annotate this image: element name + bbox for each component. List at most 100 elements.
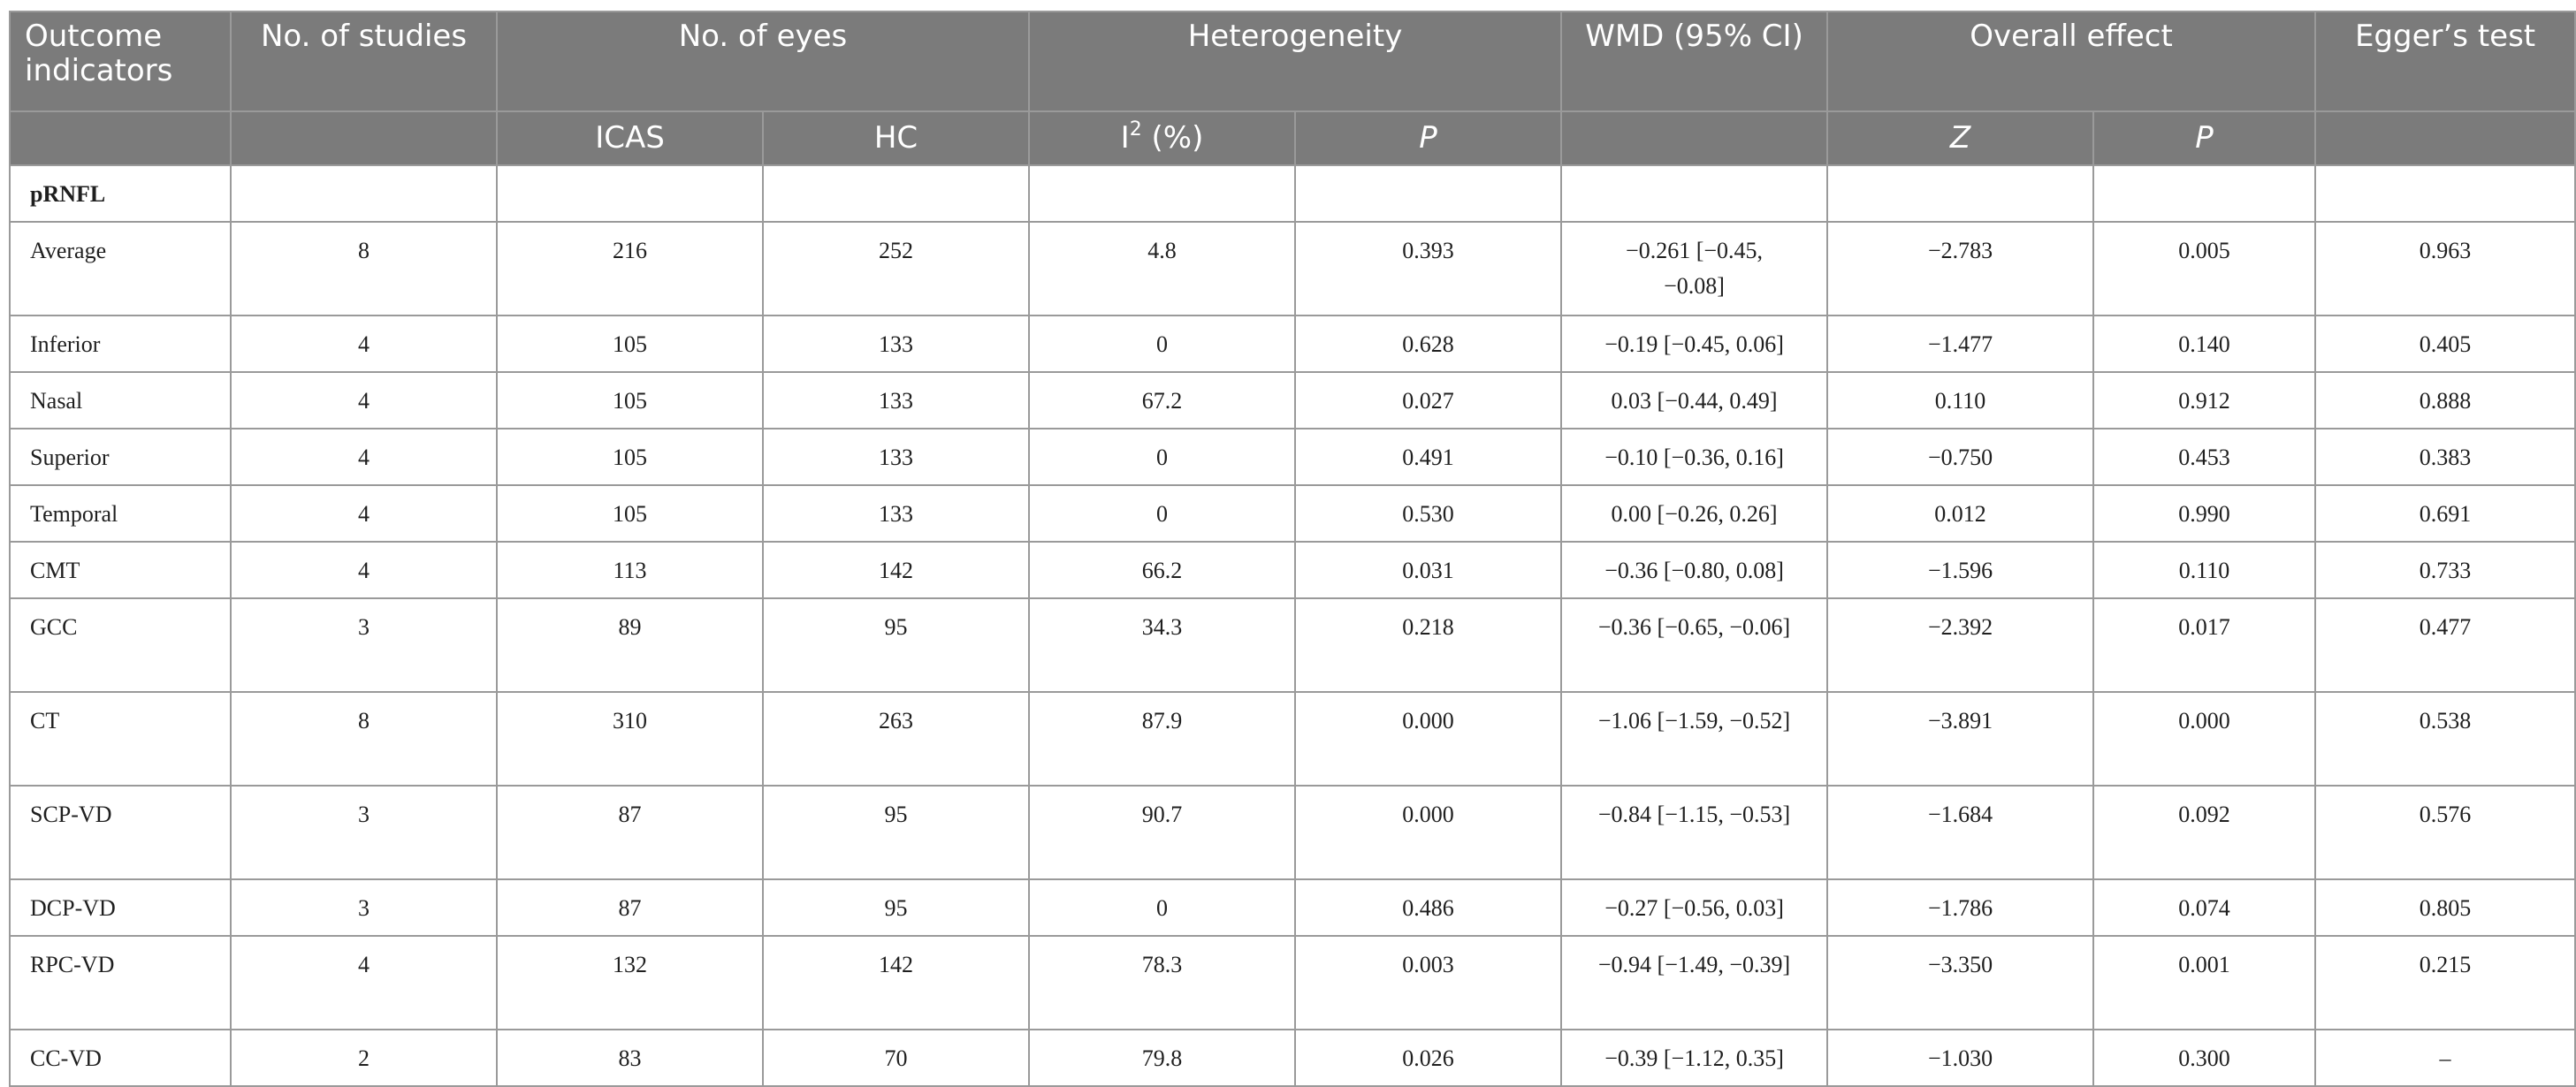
cell-wmd: −0.19 [−0.45, 0.06] (1560, 315, 1829, 373)
cell-egger: 0.888 (2314, 371, 2576, 429)
cell-hc: 70 (761, 1029, 1031, 1087)
header-heterogeneity: Heterogeneity (1028, 11, 1563, 112)
cell-p-het: 0.486 (1294, 878, 1563, 937)
cell-icas: 310 (496, 691, 764, 787)
header-outcome-indicators: Outcome indicators (9, 11, 232, 112)
cell-hc: 95 (761, 785, 1031, 880)
cell-hc: 142 (761, 541, 1031, 599)
table-row: SCP-VD 3 87 95 90.7 0.000 −0.84 [−1.15, … (9, 785, 2576, 880)
cell-wmd: −0.36 [−0.80, 0.08] (1560, 541, 1829, 599)
cell-hc: 263 (761, 691, 1031, 787)
header-row-group: Outcome indicators No. of studies No. of… (9, 11, 2576, 112)
empty-cell (230, 164, 498, 223)
cell-p-overall: 0.990 (2092, 484, 2317, 543)
cell-z: −0.750 (1826, 428, 2095, 486)
cell-egger: 0.805 (2314, 878, 2576, 937)
cell-studies: 8 (230, 221, 498, 316)
header-i2-unit: (%) (1141, 120, 1204, 156)
cell-p-het: 0.000 (1294, 785, 1563, 880)
cell-egger: 0.405 (2314, 315, 2576, 373)
empty-cell (2314, 164, 2576, 223)
cell-p-het: 0.031 (1294, 541, 1563, 599)
cell-i2: 67.2 (1028, 371, 1297, 429)
cell-p-overall: 0.074 (2092, 878, 2317, 937)
cell-wmd: −1.06 [−1.59, −0.52] (1560, 691, 1829, 787)
cell-p-het: 0.003 (1294, 935, 1563, 1030)
cell-indicator: CT (9, 691, 232, 787)
cell-i2: 66.2 (1028, 541, 1297, 599)
cell-icas: 89 (496, 597, 764, 693)
cell-i2: 0 (1028, 315, 1297, 373)
cell-z: −1.596 (1826, 541, 2095, 599)
header-icas: ICAS (496, 110, 764, 166)
empty-cell (1028, 164, 1297, 223)
cell-z: −2.783 (1826, 221, 2095, 316)
cell-i2: 0 (1028, 428, 1297, 486)
cell-wmd: −0.27 [−0.56, 0.03] (1560, 878, 1829, 937)
cell-egger: 0.691 (2314, 484, 2576, 543)
cell-p-overall: 0.453 (2092, 428, 2317, 486)
cell-egger: 0.733 (2314, 541, 2576, 599)
cell-indicator: Temporal (9, 484, 232, 543)
cell-p-het: 0.026 (1294, 1029, 1563, 1087)
cell-studies: 4 (230, 371, 498, 429)
cell-studies: 3 (230, 785, 498, 880)
cell-studies: 4 (230, 315, 498, 373)
cell-studies: 4 (230, 935, 498, 1030)
cell-i2: 78.3 (1028, 935, 1297, 1030)
header-p-overall-label: P (2195, 120, 2214, 156)
cell-p-overall: 0.140 (2092, 315, 2317, 373)
cell-p-het: 0.393 (1294, 221, 1563, 316)
cell-hc: 95 (761, 597, 1031, 693)
cell-icas: 87 (496, 785, 764, 880)
cell-egger: 0.576 (2314, 785, 2576, 880)
table-row: Average 8 216 252 4.8 0.393 −0.261 [−0.4… (9, 221, 2576, 316)
cell-egger: 0.477 (2314, 597, 2576, 693)
cell-i2: 79.8 (1028, 1029, 1297, 1087)
cell-studies: 3 (230, 878, 498, 937)
header-p-overall: P (2092, 110, 2317, 166)
table-row: Nasal 4 105 133 67.2 0.027 0.03 [−0.44, … (9, 371, 2576, 429)
cell-icas: 113 (496, 541, 764, 599)
cell-wmd: −0.84 [−1.15, −0.53] (1560, 785, 1829, 880)
cell-hc: 142 (761, 935, 1031, 1030)
cell-studies: 3 (230, 597, 498, 693)
cell-studies: 2 (230, 1029, 498, 1087)
header-no-of-studies: No. of studies (230, 11, 498, 112)
cell-indicator: GCC (9, 597, 232, 693)
empty-cell (761, 164, 1031, 223)
cell-p-overall: 0.001 (2092, 935, 2317, 1030)
cell-studies: 8 (230, 691, 498, 787)
cell-indicator: DCP-VD (9, 878, 232, 937)
cell-p-het: 0.218 (1294, 597, 1563, 693)
cell-wmd: 0.03 [−0.44, 0.49] (1560, 371, 1829, 429)
header-empty (9, 110, 232, 166)
empty-cell (1560, 164, 1829, 223)
cell-wmd: −0.36 [−0.65, −0.06] (1560, 597, 1829, 693)
header-row-sub: ICAS HC I2 (%) P Z P (9, 110, 2576, 166)
header-i2-base: I (1120, 120, 1130, 156)
header-p-heterogeneity: P (1294, 110, 1563, 166)
cell-p-overall: 0.912 (2092, 371, 2317, 429)
table-row: RPC-VD 4 132 142 78.3 0.003 −0.94 [−1.49… (9, 935, 2576, 1030)
header-eggers-test: Egger’s test (2314, 11, 2576, 112)
cell-p-overall: 0.000 (2092, 691, 2317, 787)
header-empty (2314, 110, 2576, 166)
header-no-of-eyes: No. of eyes (495, 11, 1031, 112)
cell-i2: 4.8 (1028, 221, 1297, 316)
cell-indicator: SCP-VD (9, 785, 232, 880)
table-row: CC-VD 2 83 70 79.8 0.026 −0.39 [−1.12, 0… (9, 1029, 2576, 1087)
table-row: DCP-VD 3 87 95 0 0.486 −0.27 [−0.56, 0.0… (9, 878, 2576, 937)
cell-hc: 133 (761, 371, 1031, 429)
cell-indicator: RPC-VD (9, 935, 232, 1030)
cell-indicator: Average (9, 221, 232, 316)
cell-p-het: 0.530 (1294, 484, 1563, 543)
header-z-label: Z (1949, 120, 1971, 156)
cell-wmd: 0.00 [−0.26, 0.26] (1560, 484, 1829, 543)
cell-icas: 87 (496, 878, 764, 937)
cell-z: −2.392 (1826, 597, 2095, 693)
cell-p-het: 0.628 (1294, 315, 1563, 373)
cell-p-overall: 0.005 (2092, 221, 2317, 316)
table-row: CMT 4 113 142 66.2 0.031 −0.36 [−0.80, 0… (9, 541, 2576, 599)
cell-p-overall: 0.300 (2092, 1029, 2317, 1087)
